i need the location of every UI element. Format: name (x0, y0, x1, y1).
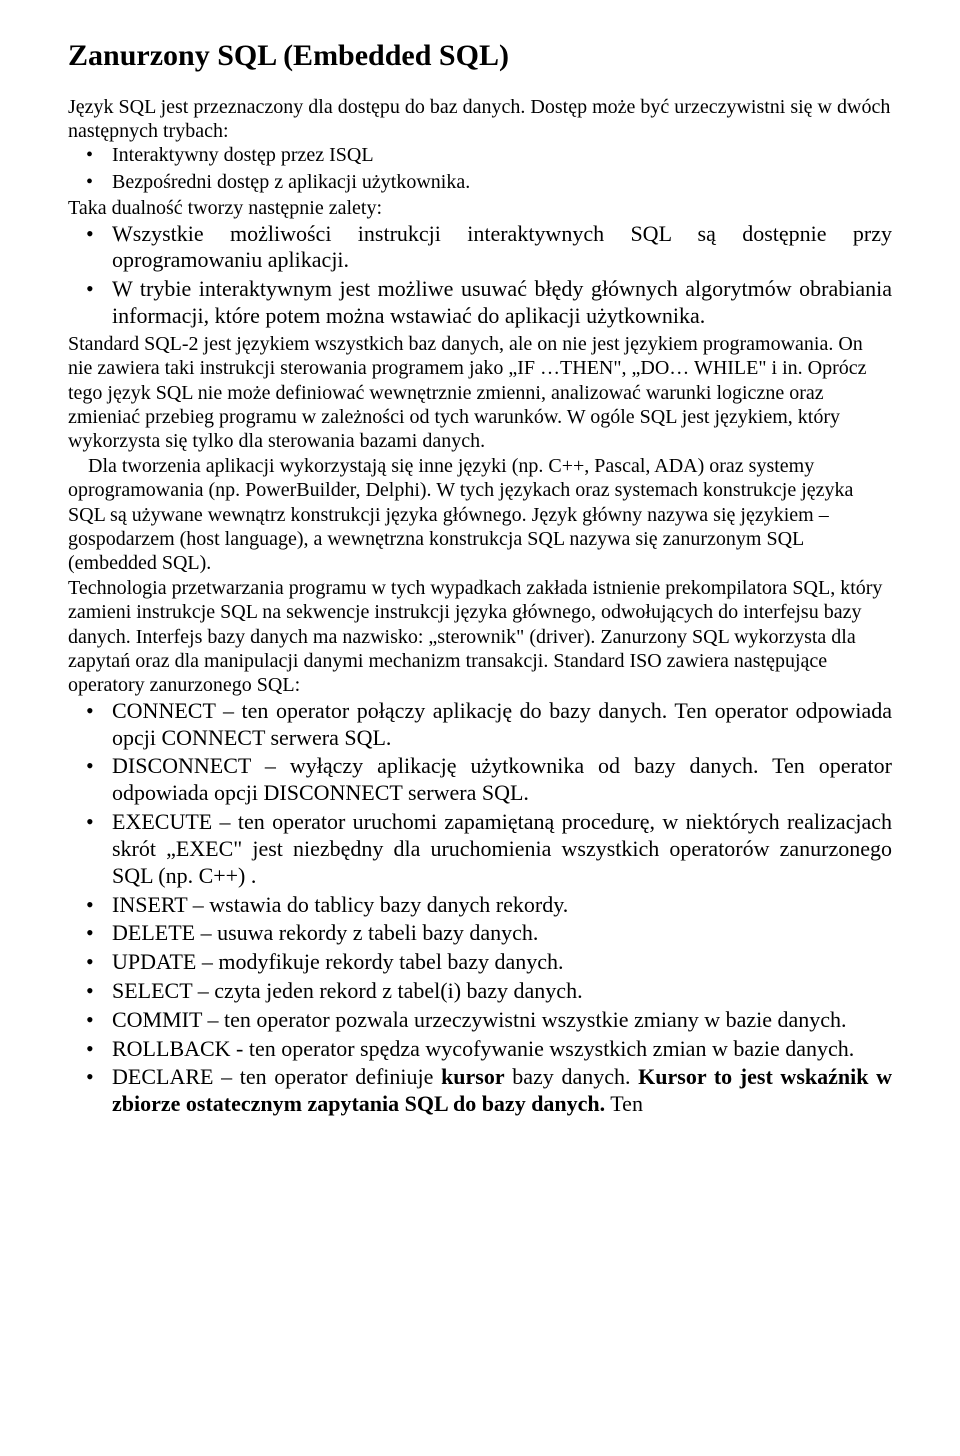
list-item: DELETE – usuwa rekordy z tabeli bazy dan… (112, 920, 892, 949)
declare-suffix: Ten (605, 1091, 643, 1116)
intro-paragraph-2: Taka dualność tworzy następnie zalety: (68, 196, 892, 220)
list-item: INSERT – wstawia do tablicy bazy danych … (112, 892, 892, 921)
list-item: Bezpośredni dostęp z aplikacji użytkowni… (112, 170, 892, 196)
duality-bullet-list: Wszystkie możliwości instrukcji interakt… (68, 221, 892, 332)
body-paragraph-1: Standard SQL-2 jest językiem wszystkich … (68, 332, 892, 454)
body-paragraph-3: Technologia przetwarzania programu w tyc… (68, 576, 892, 698)
list-item: EXECUTE – ten operator uruchomi zapamięt… (112, 809, 892, 891)
list-item: UPDATE – modyfikuje rekordy tabel bazy d… (112, 949, 892, 978)
list-item: CONNECT – ten operator połączy aplikację… (112, 698, 892, 754)
list-item: W trybie interaktywnym jest możliwe usuw… (112, 276, 892, 332)
page-title: Zanurzony SQL (Embedded SQL) (68, 38, 892, 75)
list-item: DISCONNECT – wyłączy aplikację użytkowni… (112, 753, 892, 809)
list-item: Wszystkie możliwości instrukcji interakt… (112, 221, 892, 277)
operators-bullet-list: CONNECT – ten operator połączy aplikację… (68, 698, 892, 1120)
declare-mid: bazy danych. (505, 1064, 639, 1089)
list-item: COMMIT – ten operator pozwala urzeczywis… (112, 1007, 892, 1036)
intro-bullet-list: Interaktywny dostęp przez ISQL Bezpośred… (68, 143, 892, 196)
declare-bold-kursor: kursor (441, 1064, 505, 1089)
intro-paragraph-1: Język SQL jest przeznaczony dla dostępu … (68, 95, 892, 144)
list-item-declare: DECLARE – ten operator definiuje kursor … (112, 1064, 892, 1120)
list-item: Interaktywny dostęp przez ISQL (112, 143, 892, 169)
list-item: ROLLBACK - ten operator spędza wycofywan… (112, 1036, 892, 1065)
body-paragraph-2: Dla tworzenia aplikacji wykorzystają się… (68, 454, 892, 576)
declare-prefix: DECLARE – ten operator definiuje (112, 1064, 441, 1089)
list-item: SELECT – czyta jeden rekord z tabel(i) b… (112, 978, 892, 1007)
document-page: Zanurzony SQL (Embedded SQL) Język SQL j… (0, 0, 960, 1158)
